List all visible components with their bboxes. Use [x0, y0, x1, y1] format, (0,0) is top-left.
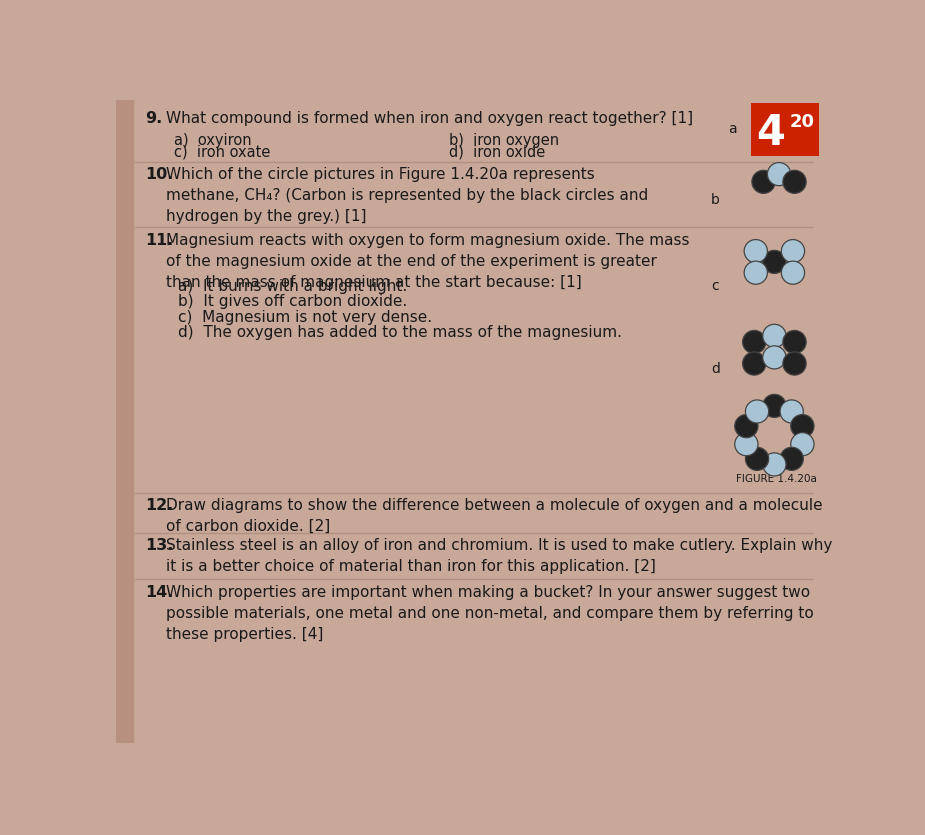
Text: c: c [710, 279, 719, 293]
Circle shape [763, 394, 786, 418]
Text: Draw diagrams to show the difference between a molecule of oxygen and a molecule: Draw diagrams to show the difference bet… [166, 498, 822, 534]
Text: d: d [710, 362, 720, 376]
Text: a: a [728, 122, 736, 136]
Text: 20: 20 [790, 113, 815, 131]
Circle shape [744, 240, 768, 263]
Text: c)  Magnesium is not very dense.: c) Magnesium is not very dense. [178, 310, 432, 325]
Text: a)  oxyiron: a) oxyiron [174, 133, 252, 148]
Circle shape [782, 240, 805, 263]
Text: What compound is formed when iron and oxygen react together? [1]: What compound is formed when iron and ox… [166, 111, 693, 126]
Circle shape [780, 448, 803, 470]
Circle shape [752, 170, 775, 194]
Text: 10.: 10. [145, 167, 174, 182]
Text: Magnesium reacts with oxygen to form magnesium oxide. The mass
of the magnesium : Magnesium reacts with oxygen to form mag… [166, 233, 689, 290]
Circle shape [783, 352, 807, 375]
Text: Which properties are important when making a bucket? In your answer suggest two
: Which properties are important when maki… [166, 584, 814, 641]
Circle shape [763, 346, 786, 369]
Text: FIGURE 1.4.20a: FIGURE 1.4.20a [735, 473, 817, 483]
Circle shape [783, 331, 807, 353]
Bar [116, 100, 132, 743]
Circle shape [746, 448, 769, 470]
Circle shape [763, 324, 786, 347]
Text: 4: 4 [756, 112, 785, 154]
Circle shape [782, 261, 805, 284]
Circle shape [743, 331, 766, 353]
Circle shape [743, 352, 766, 375]
Circle shape [791, 433, 814, 456]
Text: a)  It burns with a bright light.: a) It burns with a bright light. [178, 279, 407, 294]
Circle shape [791, 414, 814, 438]
Text: 11.: 11. [145, 233, 174, 248]
Text: Stainless steel is an alloy of iron and chromium. It is used to make cutlery. Ex: Stainless steel is an alloy of iron and … [166, 539, 832, 574]
Circle shape [746, 400, 769, 423]
Text: 13.: 13. [145, 539, 174, 554]
Text: b)  iron oxygen: b) iron oxygen [449, 133, 559, 148]
Text: b: b [710, 193, 720, 206]
Circle shape [768, 163, 791, 185]
Text: 14.: 14. [145, 584, 174, 600]
Text: Which of the circle pictures in Figure 1.4.20a represents
methane, CH₄? (Carbon : Which of the circle pictures in Figure 1… [166, 167, 648, 224]
Bar [751, 104, 820, 155]
Text: d)  The oxygen has added to the mass of the magnesium.: d) The oxygen has added to the mass of t… [178, 325, 622, 340]
Text: 12.: 12. [145, 498, 174, 514]
Text: d)  iron oxide: d) iron oxide [449, 144, 545, 159]
Text: c)  iron oxate: c) iron oxate [174, 144, 270, 159]
Circle shape [780, 400, 803, 423]
Circle shape [734, 414, 758, 438]
Text: 9.: 9. [145, 111, 162, 126]
Circle shape [763, 250, 786, 273]
Circle shape [744, 261, 768, 284]
Circle shape [734, 433, 758, 456]
Circle shape [763, 453, 786, 476]
Text: b)  It gives off carbon dioxide.: b) It gives off carbon dioxide. [178, 294, 407, 309]
Circle shape [783, 170, 807, 194]
